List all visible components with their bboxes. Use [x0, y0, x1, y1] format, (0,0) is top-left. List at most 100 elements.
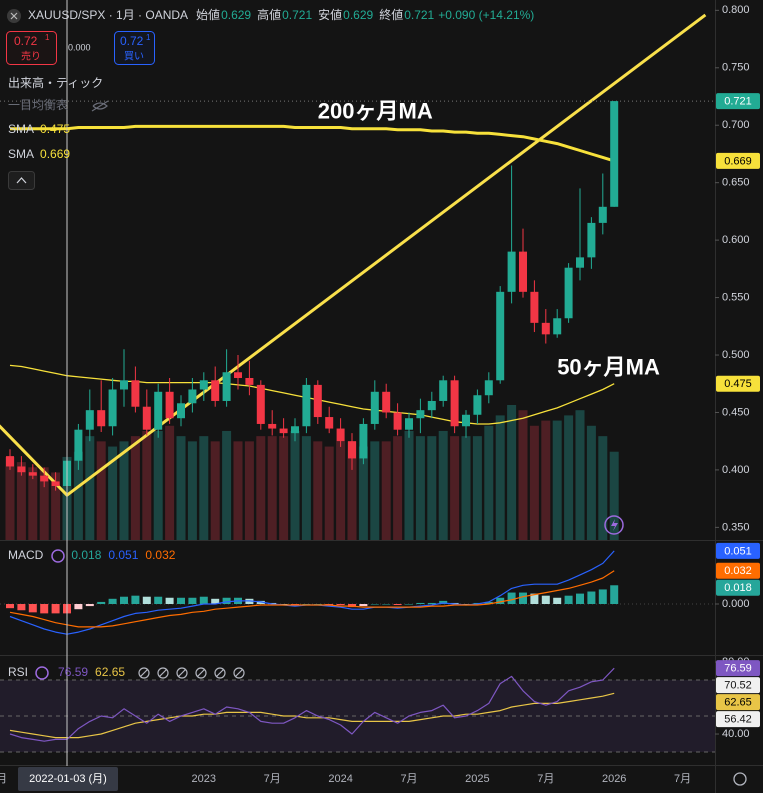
indicator-value: 0.051 [108, 548, 138, 562]
candle-body [405, 418, 413, 430]
candle-body [17, 466, 26, 473]
candle-body [541, 322, 550, 335]
volume-bar [381, 441, 391, 540]
histogram-bar [154, 596, 163, 605]
volume-bar [142, 430, 152, 540]
histogram-bar [188, 597, 197, 605]
y-tick-label: 0.800 [722, 4, 750, 16]
level-value: 70.52 [724, 680, 752, 692]
last-price-box [716, 93, 760, 110]
volume-bar [461, 436, 471, 540]
histogram-bar [142, 596, 151, 605]
x-tick-label: 2023 [192, 773, 216, 785]
histogram-bar [370, 604, 379, 605]
candle-body [587, 222, 596, 258]
alert-icon[interactable] [604, 515, 624, 535]
legend: 0.72 1 売り 0.000 0.72 1 買い 出来高・ティック 一目均衡表… [6, 7, 747, 791]
indicator-value: 62.65 [95, 665, 125, 679]
eye-off-icon[interactable] [91, 100, 109, 112]
candle-body [131, 380, 140, 407]
volume-bar [267, 436, 277, 540]
macd-pane [0, 550, 715, 635]
volume-bar [529, 425, 539, 540]
candle-body [245, 378, 254, 385]
settings-icon[interactable] [733, 772, 747, 786]
level-value-box [716, 711, 760, 728]
volume-bar [119, 441, 129, 540]
histogram-bar [598, 589, 607, 605]
volume-bar [324, 446, 334, 540]
volume-bar [393, 436, 403, 540]
buy-button[interactable] [114, 31, 155, 65]
volume-bar [507, 405, 517, 540]
volume-bar [153, 430, 163, 540]
buy-label: 買い [124, 51, 144, 63]
histogram-bar [576, 593, 584, 605]
candle-body [610, 101, 619, 207]
candle-body [313, 384, 322, 418]
x-tick-label: 7月 [674, 773, 691, 785]
candle-body [530, 291, 539, 323]
ohlc-value: 0.629 [343, 8, 373, 22]
ohlc-label: 始値 [196, 7, 220, 22]
histogram-bar [462, 604, 470, 605]
histogram-bar [6, 604, 14, 609]
histogram-bar [610, 585, 619, 605]
sell-label: 売り [21, 50, 41, 63]
histogram-bar [51, 604, 60, 614]
crosshair-label: 2022-01-03 (月) [29, 773, 107, 785]
level-value-box [716, 677, 760, 694]
histogram-bar [484, 601, 493, 605]
indicator-icon[interactable] [35, 666, 49, 680]
histogram-bar [313, 604, 322, 605]
candle-body [256, 384, 265, 424]
candle-body [234, 372, 242, 378]
histogram-bar [359, 604, 368, 607]
volume-bar [187, 441, 197, 540]
histogram-bar [302, 604, 311, 605]
histogram-bar [530, 593, 539, 605]
volume-bar [552, 420, 562, 540]
candle-body [427, 400, 436, 411]
x-tick-label: 2025 [465, 773, 489, 785]
candle-body [40, 475, 49, 482]
level-value: 56.42 [724, 714, 752, 726]
indicator-icon[interactable] [51, 549, 65, 563]
volume-bar [609, 451, 619, 540]
y-tick-label: 0.600 [722, 234, 750, 246]
candle-body [496, 291, 505, 381]
x-tick-label: 2024 [328, 773, 352, 785]
volume-bar [427, 436, 437, 540]
histogram-bar [85, 604, 94, 607]
volume-bar [347, 441, 357, 540]
volume-bar [256, 436, 266, 540]
y-tick-label: 0.400 [722, 464, 750, 476]
collapse-icon [16, 177, 27, 184]
indicator-value: 76.59 [58, 665, 88, 679]
x-tick-label: 7月 [400, 773, 417, 785]
indicator-value: 0.018 [71, 548, 101, 562]
volume-bar [73, 451, 83, 540]
macd-value-box [716, 542, 760, 559]
sell-button[interactable] [6, 31, 57, 65]
rsi-pane [0, 667, 715, 753]
candle-body [154, 391, 163, 430]
histogram-bar [17, 604, 26, 611]
volume-legend: 出来高・ティック [8, 75, 103, 90]
ohlc-label: 終値 [379, 7, 403, 22]
histogram-bar [74, 604, 83, 610]
candle-body [598, 206, 607, 223]
symbol: XAUUSD/SPX · 1月 · OANDA [28, 8, 188, 22]
volume-bar [290, 430, 300, 540]
collapse-button[interactable] [8, 171, 35, 190]
indicator-name: MACD [8, 548, 44, 562]
volume-bar [85, 436, 95, 540]
histogram-bar [553, 597, 562, 605]
histogram-bar [108, 598, 117, 605]
x-tick-label: 7月 [537, 773, 554, 785]
sma-line [9, 364, 615, 425]
indicator-name: SMA [8, 122, 34, 136]
volume-bar [370, 441, 380, 540]
